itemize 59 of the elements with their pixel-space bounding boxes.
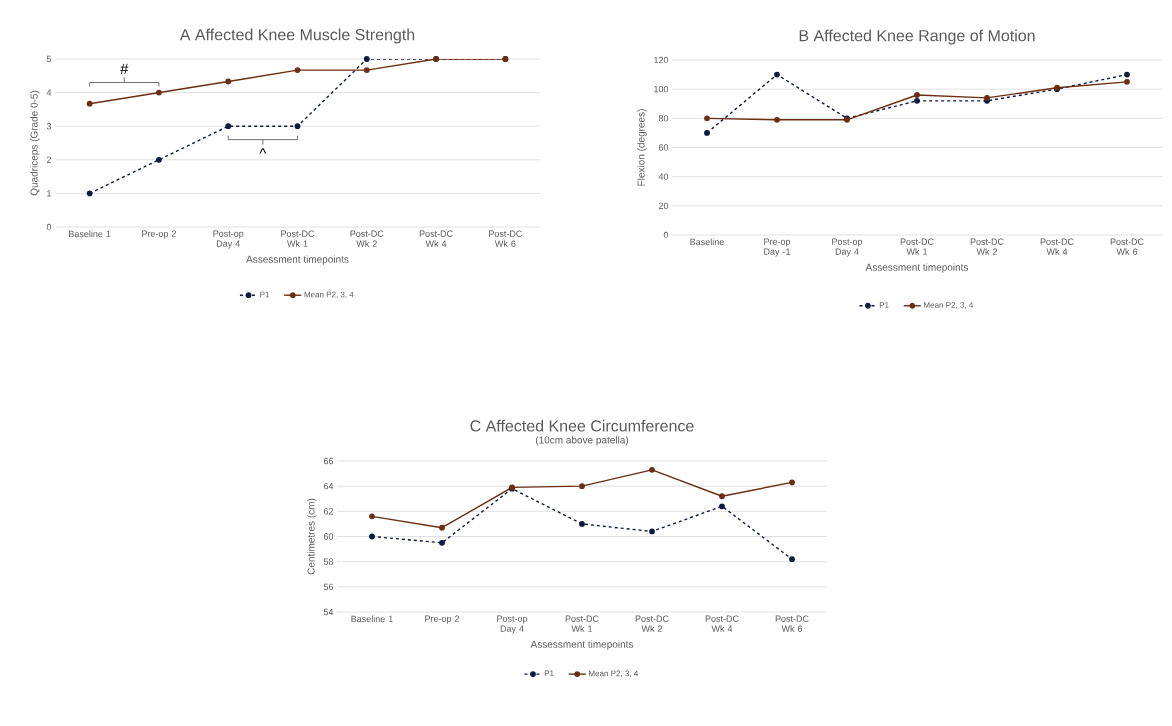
y-tick-label: 58 (323, 558, 334, 565)
x-axis-title: Assessment timepoints (865, 263, 969, 273)
y-tick-label: 120 (654, 56, 669, 64)
y-tick-label: 100 (654, 85, 669, 93)
y-tick-label: 0 (663, 231, 669, 239)
x-tick-label: Baseline 1 (69, 230, 111, 238)
x-tick-label: Post-op Day 4 (832, 238, 863, 257)
x-tick-label: Post-DC Wk 6 (775, 615, 809, 632)
chart-title: B Affected Knee Range of Motion (799, 29, 1035, 45)
x-tick-label: Post-DC Wk 6 (1110, 238, 1144, 255)
y-tick-label: 1 (47, 190, 52, 197)
legend-label: Mean P2, 3, 4 (924, 302, 974, 309)
x-tick-label: Post-DC Wk 1 (565, 615, 599, 632)
y-tick-label: 80 (658, 115, 669, 122)
y-tick-label: 2 (46, 156, 52, 163)
x-tick-label: Post-op Day 4 (497, 615, 528, 634)
y-tick-label: 3 (46, 123, 52, 130)
x-tick-label: Pre-op 2 (142, 230, 176, 239)
x-tick-label: Post-DC Wk 2 (635, 615, 669, 632)
legend-label: P1 (544, 670, 554, 677)
x-tick-label: Post-op Day 4 (213, 230, 244, 249)
chart-title: A Affected Knee Muscle Strength (179, 28, 415, 44)
x-tick-label: Baseline 1 (351, 615, 393, 623)
y-tick-label: 40 (658, 173, 669, 180)
x-tick-label: Post-DC Wk 6 (489, 230, 523, 247)
y-tick-label: 60 (658, 144, 669, 151)
y-tick-label: 60 (323, 533, 334, 540)
y-axis-title: Centimetres (cm) (307, 498, 317, 575)
y-tick-label: 66 (323, 457, 334, 465)
x-tick-label: Post-DC Wk 4 (1040, 238, 1074, 255)
y-tick-label: 4 (46, 89, 52, 96)
annotation: # (120, 63, 129, 74)
y-tick-label: 56 (323, 583, 334, 591)
y-tick-label: 0 (46, 223, 52, 231)
x-tick-label: Post-DC Wk 2 (350, 230, 384, 247)
y-axis-title: Flexion (degrees) (637, 109, 647, 186)
y-tick-label: 64 (323, 482, 334, 490)
x-tick-label: Pre-op 2 (425, 615, 460, 624)
legend-label: P1 (260, 291, 270, 298)
annotation: ^ (259, 148, 267, 154)
x-axis-title: Assessment timepoints (246, 255, 349, 265)
x-tick-label: Post-DC Wk 1 (900, 238, 934, 255)
y-axis-title: Quadriceps (Grade 0-5) (30, 90, 40, 196)
y-tick-label: 5 (46, 55, 52, 63)
y-tick-label: 20 (658, 202, 669, 210)
x-tick-label: Post-DC Wk 4 (419, 230, 453, 247)
chart-subtitle: (10cm above patella) (535, 436, 629, 446)
legend-label: P1 (879, 302, 889, 308)
legend-label: Mean P2, 3, 4 (304, 291, 354, 299)
chart-title: C Affected Knee Circumference (470, 419, 694, 432)
legend-label: Mean P2, 3, 4 (589, 670, 639, 678)
x-tick-label: Baseline (690, 238, 724, 246)
x-tick-label: Post-DC Wk 4 (705, 615, 739, 632)
y-tick-label: 62 (323, 508, 334, 515)
x-tick-label: Pre-op Day -1 (764, 238, 791, 257)
y-tick-label: 54 (323, 608, 334, 616)
x-tick-label: Post-DC Wk 2 (970, 238, 1004, 255)
x-axis-title: Assessment timepoints (530, 640, 634, 650)
x-tick-label: Post-DC Wk 1 (281, 230, 315, 247)
